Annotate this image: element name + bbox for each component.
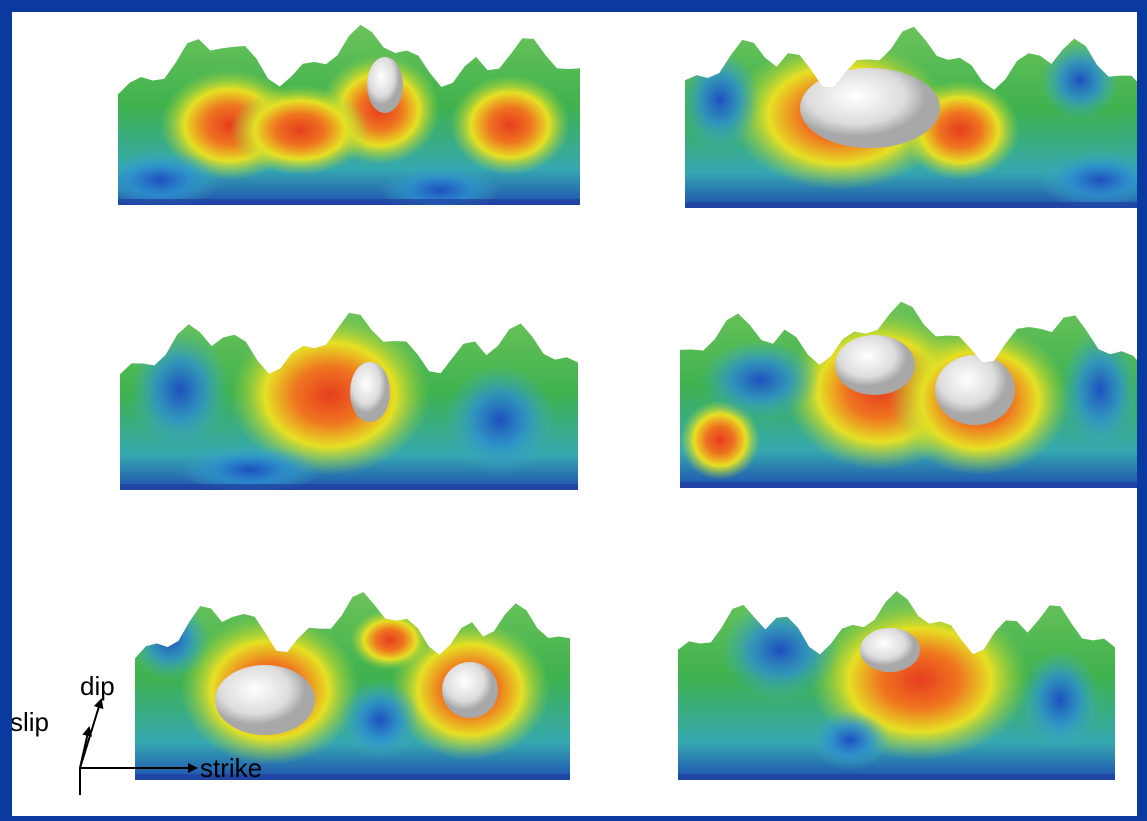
panel-bottom — [680, 482, 1137, 488]
peak — [367, 57, 403, 113]
high-slip — [450, 75, 570, 175]
slip-panel — [680, 302, 1137, 488]
slip-panel — [678, 591, 1115, 780]
low-slip — [380, 165, 500, 215]
low-slip — [1060, 330, 1137, 450]
peak — [215, 665, 315, 735]
page-body: dip slip strike (() => { const data = JS… — [0, 0, 1147, 816]
low-slip — [340, 680, 420, 760]
slip-panel — [680, 27, 1137, 210]
low-slip — [680, 50, 760, 150]
low-slip — [130, 600, 210, 680]
slip-panel — [130, 592, 570, 780]
slip-panel — [120, 313, 578, 495]
slip-panel — [100, 25, 580, 215]
peak — [935, 355, 1015, 425]
panel-bottom — [685, 202, 1137, 208]
peak — [350, 362, 390, 422]
slip-arrow — [80, 728, 89, 768]
low-slip — [810, 710, 890, 770]
low-slip — [700, 340, 820, 420]
page: {"labels": {"dip": "dip", "slip": "slip"… — [0, 0, 1147, 816]
peak — [442, 662, 498, 718]
panel-bottom — [678, 774, 1115, 780]
slip-label: slip — [12, 707, 49, 737]
low-slip — [720, 600, 840, 700]
low-slip — [1040, 40, 1120, 120]
figure-frame: dip slip strike — [12, 12, 1137, 816]
high-slip — [230, 85, 370, 175]
peak — [800, 68, 940, 148]
low-slip — [1020, 650, 1100, 750]
slip-panels — [100, 25, 1137, 780]
panel-bottom — [118, 199, 580, 205]
peak — [835, 335, 915, 395]
high-slip — [350, 610, 430, 670]
low-slip — [130, 330, 230, 450]
panel-bottom — [120, 484, 578, 490]
strike-label: strike — [200, 753, 262, 783]
dip-label: dip — [80, 671, 115, 701]
low-slip — [445, 365, 555, 475]
figure: dip slip strike — [12, 12, 1137, 816]
peak — [860, 628, 920, 672]
